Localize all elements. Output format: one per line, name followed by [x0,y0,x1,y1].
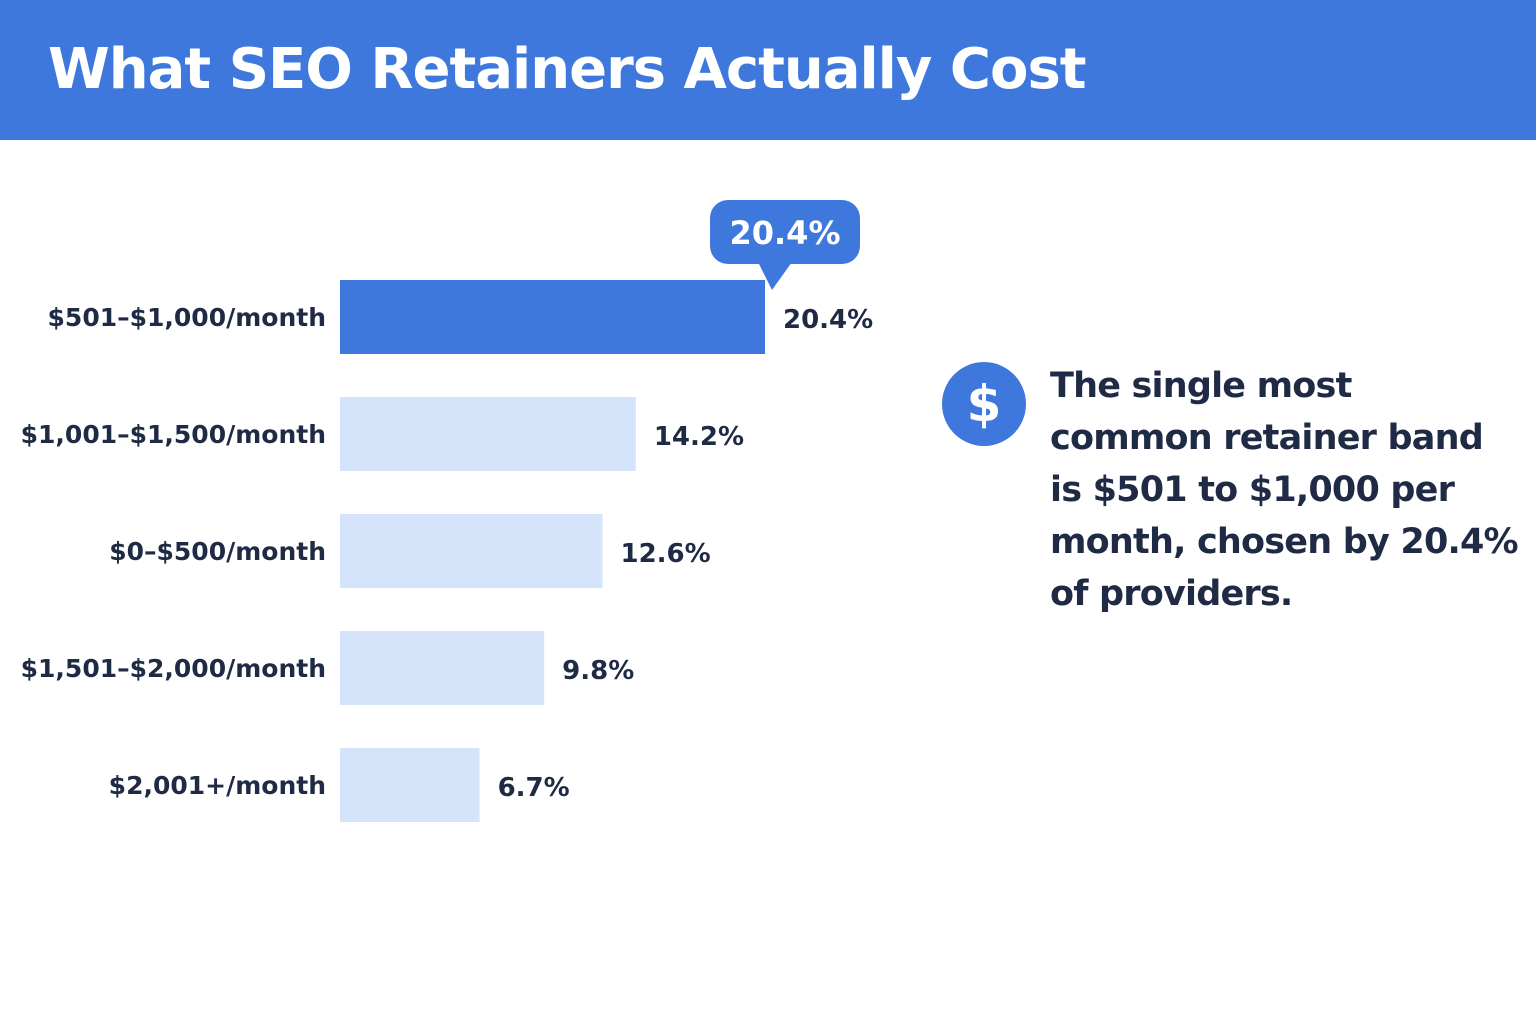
bar-chart-svg: $501–$1,000/month 20.4% $1,001–$1,500/mont… [21,200,873,822]
category-label: $2,001+/month [109,771,326,800]
callout-pointer [758,262,792,290]
bar-3 [340,514,603,588]
callout-bubble [710,200,860,264]
value-label: 14.2% [654,422,744,452]
category-label: $0–$500/month [109,537,326,566]
callout-label: 20.4% [729,214,840,252]
bar-1 [340,280,765,354]
dollar-icon: $ [942,362,1026,446]
insight-note: $ The single most common retainer band i… [940,360,1520,614]
category-label: $1,001–$1,500/month [21,420,326,449]
page-title: What SEO Retainers Actually Cost [48,37,1087,102]
bar-4 [340,631,545,705]
value-label: 9.8% [562,656,634,686]
category-label: $501–$1,000/month [48,303,326,332]
value-label: 20.4% [783,305,873,335]
bar-5 [340,748,480,822]
insight-text: The single most common retainer band is … [1050,366,1519,614]
header-banner: What SEO Retainers Actually Cost [0,0,1536,140]
value-label: 12.6% [621,539,711,569]
bar-chart: $501–$1,000/month 20.4% $1,001–$1,500/mont… [0,140,920,1024]
bar-2 [340,397,636,471]
category-label: $1,501–$2,000/month [21,654,326,683]
value-label: 6.7% [498,773,570,803]
